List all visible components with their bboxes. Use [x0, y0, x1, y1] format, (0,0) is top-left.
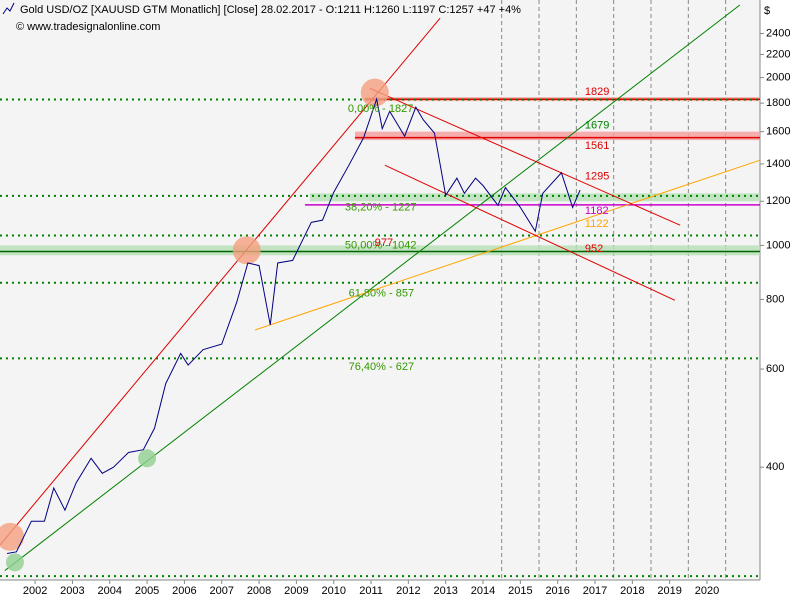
y-tick-label: 2200 — [766, 48, 790, 60]
annotation: 1829 — [585, 86, 609, 98]
y-tick-label: 800 — [766, 293, 784, 305]
x-tick-label: 2014 — [471, 585, 495, 597]
annotation: 76,40% - 627 — [349, 361, 414, 373]
chart-title: Gold USD/OZ [XAUUSD GTM Monatlich] [Clos… — [20, 4, 521, 16]
annotation: 0,00% - 1827 — [348, 103, 413, 115]
x-tick-label: 2012 — [396, 585, 420, 597]
annotation: 38,20% - 1227 — [345, 201, 417, 213]
x-tick-label: 2018 — [620, 585, 644, 597]
trend-line — [384, 164, 676, 301]
axis-area — [760, 0, 800, 600]
highlight-marker — [232, 236, 261, 265]
y-tick-label: 600 — [766, 363, 784, 375]
x-tick-label: 2002 — [23, 585, 47, 597]
x-tick-label: 2016 — [545, 585, 569, 597]
x-tick-label: 2008 — [247, 585, 271, 597]
x-tick-label: 2006 — [172, 585, 196, 597]
annotation: 1122 — [585, 218, 609, 230]
annotation: 977 — [375, 237, 393, 249]
x-tick-label: 2013 — [433, 585, 457, 597]
band — [309, 193, 760, 202]
highlight-marker — [138, 449, 157, 468]
y-tick-label: 400 — [766, 461, 784, 473]
y-tick-label: 2400 — [766, 27, 790, 39]
trend-line — [0, 17, 441, 546]
x-tick-label: 2010 — [321, 585, 345, 597]
y-tick-label: 1600 — [766, 126, 790, 138]
highlight-marker — [0, 522, 25, 551]
x-tick-label: 2015 — [508, 585, 532, 597]
annotation: 1561 — [585, 140, 609, 152]
x-tick-label: 2009 — [284, 585, 308, 597]
trend-line — [369, 87, 681, 226]
annotation: 952 — [585, 243, 603, 255]
highlight-marker — [5, 553, 24, 572]
chart-subtitle: © www.tradesignalonline.com — [16, 21, 160, 33]
y-tick-label: 1000 — [766, 239, 790, 251]
x-tick-label: 2019 — [657, 585, 681, 597]
price-line — [7, 97, 581, 555]
x-tick-label: 2003 — [60, 585, 84, 597]
annotation: 1295 — [585, 170, 609, 182]
x-tick-label: 2020 — [695, 585, 719, 597]
x-tick-label: 2007 — [209, 585, 233, 597]
annotation: 61,80% - 857 — [349, 287, 414, 299]
x-tick-label: 2005 — [135, 585, 159, 597]
highlight-marker — [360, 78, 389, 107]
y-tick-label: 1800 — [766, 97, 790, 109]
chart-icon — [2, 2, 15, 15]
y-tick-label: 1200 — [766, 195, 790, 207]
band — [0, 245, 760, 256]
annotation: 50,00% - 1042 — [345, 239, 417, 251]
annotation: 1679 — [585, 120, 609, 132]
band — [354, 131, 760, 141]
y-tick-label: 1400 — [766, 158, 790, 170]
y-axis-label: $ — [764, 5, 770, 17]
x-tick-label: 2004 — [98, 585, 122, 597]
trend-line — [4, 4, 741, 571]
annotation: 1182 — [585, 205, 609, 217]
x-tick-label: 2017 — [583, 585, 607, 597]
y-tick-label: 2000 — [766, 72, 790, 84]
x-tick-label: 2011 — [359, 585, 383, 597]
trend-line — [254, 159, 761, 331]
